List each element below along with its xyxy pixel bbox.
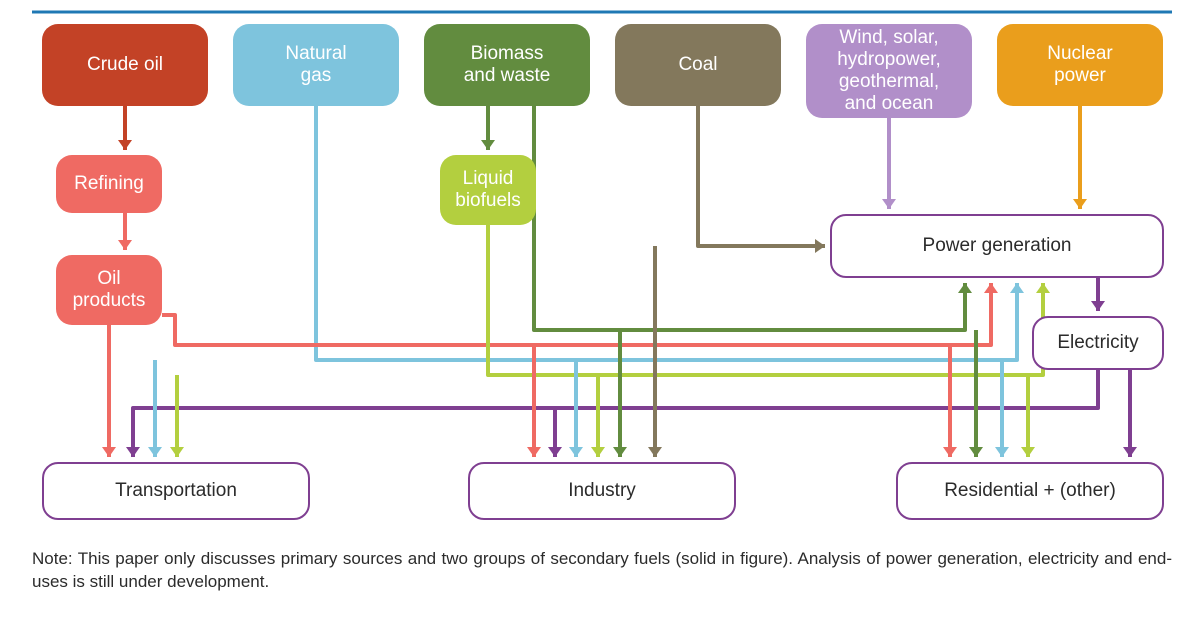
node-coal: Coal [615, 24, 781, 106]
node-label: Refining [74, 173, 144, 195]
connector-coal_to_power [698, 106, 825, 246]
node-label: Biomassand waste [464, 43, 551, 87]
node-label: Power generation [923, 235, 1072, 257]
node-industry: Industry [468, 462, 736, 520]
node-power_gen: Power generation [830, 214, 1164, 278]
node-label: Oilproducts [73, 268, 146, 312]
node-nuclear: Nuclearpower [997, 24, 1163, 106]
energy-flow-diagram: Crude oil Naturalgas Biomassand waste Coal W… [0, 0, 1199, 627]
node-renewables: Wind, solar,hydropower,geothermal,and oc… [806, 24, 972, 118]
node-transportation: Transportation [42, 462, 310, 520]
figure-note: Note: This paper only discusses primary … [32, 548, 1172, 594]
node-liquid_biofuels: Liquidbiofuels [440, 155, 536, 225]
node-label: Nuclearpower [1047, 43, 1112, 87]
node-label: Crude oil [87, 54, 163, 76]
node-refining: Refining [56, 155, 162, 213]
node-oil_products: Oilproducts [56, 255, 162, 325]
connector-products_to_power [162, 283, 991, 345]
node-label: Naturalgas [285, 43, 346, 87]
node-crude_oil: Crude oil [42, 24, 208, 106]
node-label: Residential + (other) [944, 480, 1116, 502]
node-label: Electricity [1057, 332, 1138, 354]
node-label: Industry [568, 480, 636, 502]
node-label: Wind, solar,hydropower,geothermal,and oc… [837, 27, 941, 114]
connector-elec_to_transport [133, 370, 1098, 457]
node-label: Transportation [115, 480, 237, 502]
node-residential: Residential + (other) [896, 462, 1164, 520]
node-electricity: Electricity [1032, 316, 1164, 370]
node-natural_gas: Naturalgas [233, 24, 399, 106]
node-label: Coal [678, 54, 717, 76]
node-label: Liquidbiofuels [455, 168, 521, 212]
node-biomass: Biomassand waste [424, 24, 590, 106]
